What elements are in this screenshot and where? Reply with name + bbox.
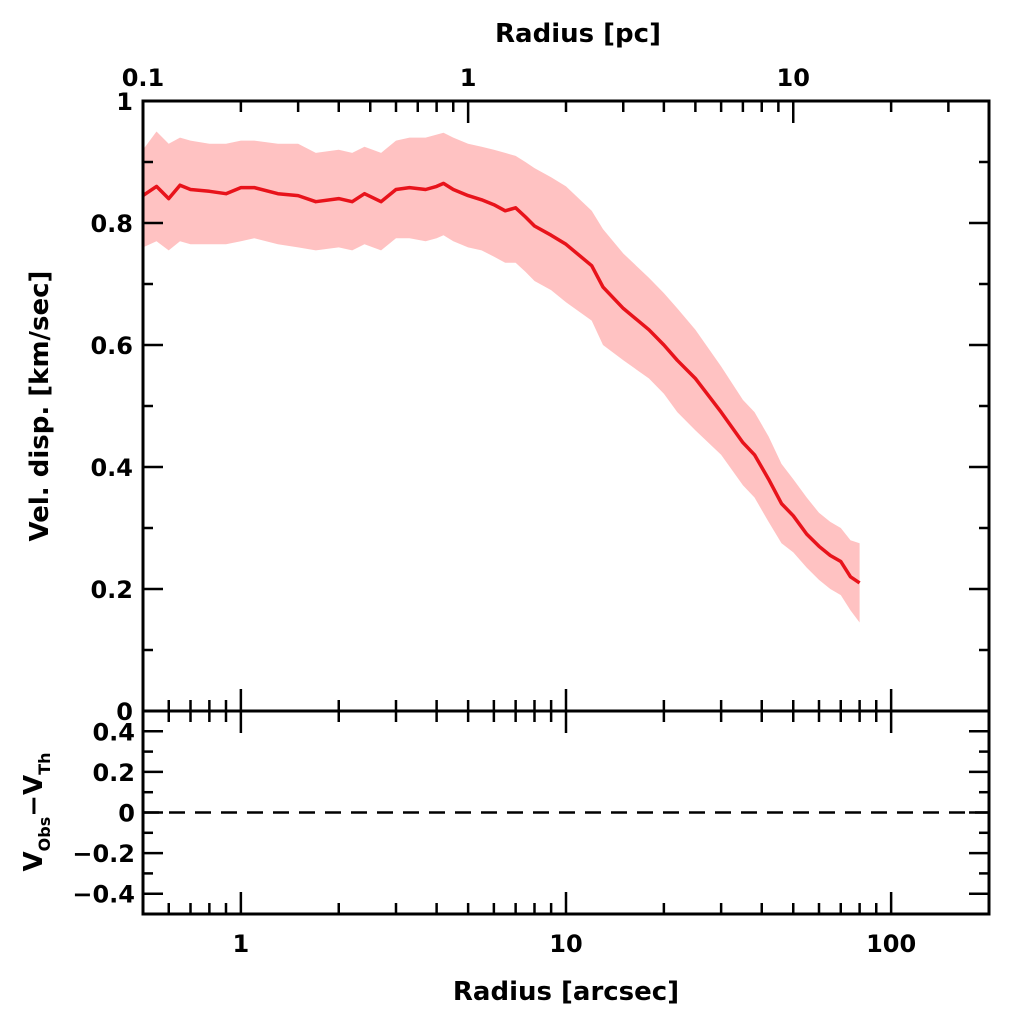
x-tick-label: 10 <box>549 930 582 958</box>
y-tick-label: 0 <box>116 698 133 726</box>
residual-tick-label: −0.2 <box>72 840 135 868</box>
residual-tick-label: 0.2 <box>92 759 135 787</box>
residual-tick-label: 0 <box>118 800 135 828</box>
x-axis-title: Radius [arcsec] <box>453 977 679 1007</box>
top-tick-label: 0.1 <box>122 64 165 92</box>
upper-panel: 00.20.40.60.810.1 1 10 Radius [pc] Vel. di… <box>25 19 991 726</box>
x-tick-label: 100 <box>866 930 916 958</box>
top-tick-label: 10 <box>777 64 810 92</box>
residual-tick-label: −0.4 <box>72 881 135 909</box>
y-axis-title: Vel. disp. [km/sec] <box>25 271 55 542</box>
upper-panel-tick-labels: 00.20.40.60.810.1 1 10 <box>90 64 809 726</box>
residual-label-v2: V <box>19 775 49 795</box>
dispersion-error-band <box>143 131 860 623</box>
residual-tick-label: 0.4 <box>92 718 135 746</box>
top-axis-title: Radius [pc] <box>495 19 661 49</box>
top-tick-label: 1 <box>460 64 477 92</box>
x-tick-label: 1 <box>233 930 250 958</box>
residual-label-sub1: Obs <box>35 817 54 852</box>
residual-label-sub2: Th <box>35 753 54 775</box>
upper-panel-ticks <box>141 99 991 713</box>
lower-panel-ticks <box>141 689 991 914</box>
y-tick-label: 0.8 <box>90 210 133 238</box>
y-tick-label: 1 <box>116 88 133 116</box>
y-tick-label: 0.4 <box>90 454 133 482</box>
residual-label-v1: V <box>19 851 49 871</box>
residual-axis-title: VObs−VTh <box>19 753 54 872</box>
y-tick-label: 0.2 <box>90 576 133 604</box>
residual-label-minus: − <box>19 795 49 817</box>
lower-panel-tick-labels: 1 10 100 0.4 0.2 0 −0.2 −0.4 <box>72 718 916 958</box>
y-tick-label: 0.6 <box>90 332 133 360</box>
dispersion-curve <box>142 181 861 585</box>
